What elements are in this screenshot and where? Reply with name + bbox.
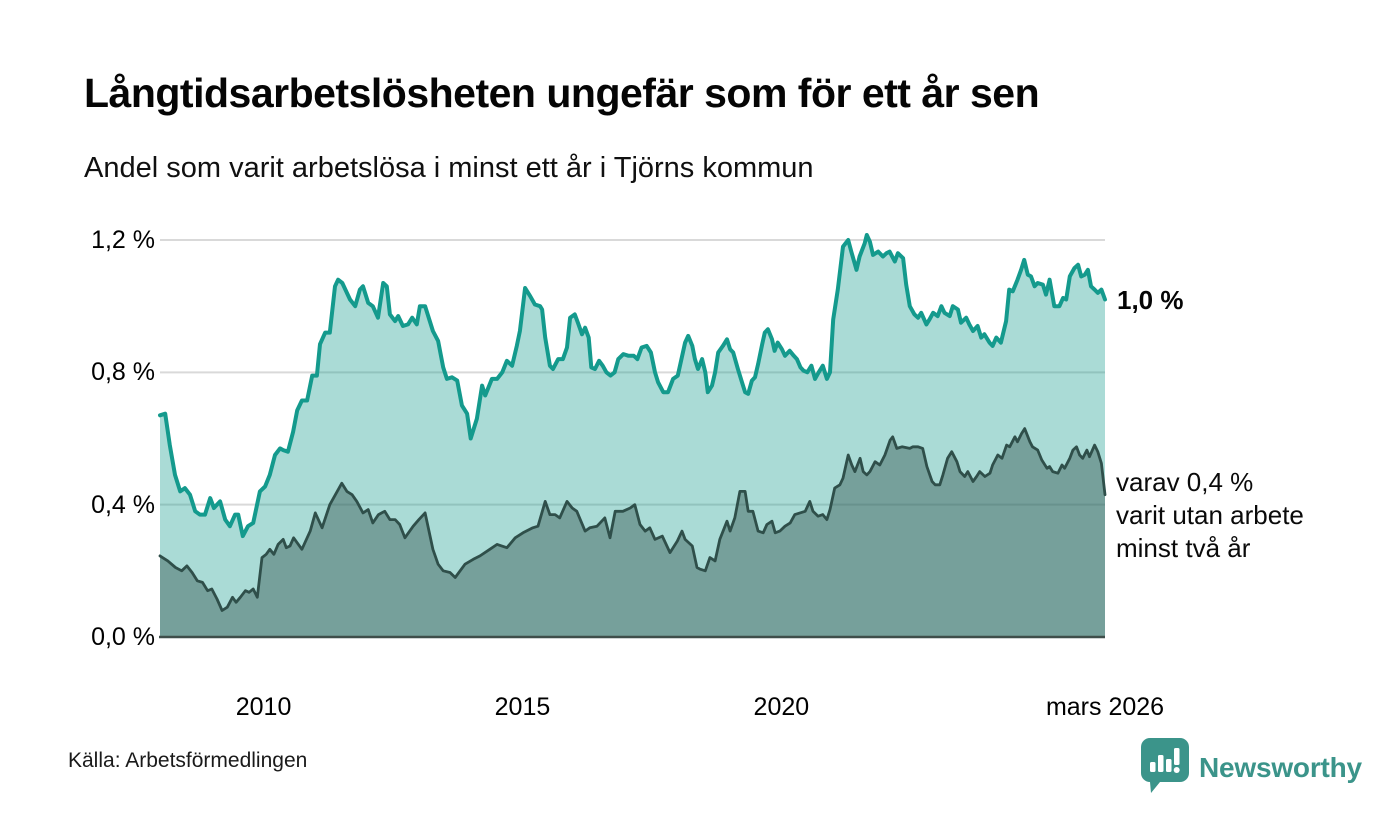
series-end-value-label: 1,0 %	[1117, 284, 1184, 315]
varav-minst-tva-ar-area	[160, 428, 1105, 637]
y-tick-label: 0,4 %	[91, 490, 155, 519]
x-tick-label: mars 2026	[1045, 693, 1165, 721]
x-tick-label: 2010	[235, 693, 292, 721]
arbetslosa-minst-ett-ar-line	[158, 233, 1107, 539]
series-annotation-line: minst två år	[1116, 533, 1251, 563]
varav-minst-tva-ar-line	[158, 427, 1107, 612]
series-annotation-line: varit utan arbete	[1116, 500, 1304, 530]
y-tick-label: 0,0 %	[91, 623, 155, 651]
brand-wordmark: Newsworthy	[1199, 752, 1362, 783]
y-tick-label: 1,2 %	[91, 226, 155, 254]
source-note: Källa: Arbetsförmedlingen	[68, 749, 308, 772]
newsworthy-badge-icon	[1140, 737, 1190, 799]
page-title: Långtidsarbetslösheten ungefär som för e…	[84, 70, 1040, 116]
y-tick-label: 0,8 %	[91, 358, 155, 387]
x-tick-label: 2020	[753, 693, 810, 721]
series-annotation: varav 0,4 % varit utan arbete minst två år	[1116, 466, 1304, 565]
x-tick-label: 2015	[494, 693, 551, 721]
brand-logo: Newsworthy	[1140, 737, 1362, 799]
chart-subtitle: Andel som varit arbetslösa i minst ett å…	[84, 152, 814, 184]
series-annotation-line: varav 0,4 %	[1116, 467, 1254, 497]
arbetslosa-minst-ett-ar-area	[160, 235, 1105, 637]
